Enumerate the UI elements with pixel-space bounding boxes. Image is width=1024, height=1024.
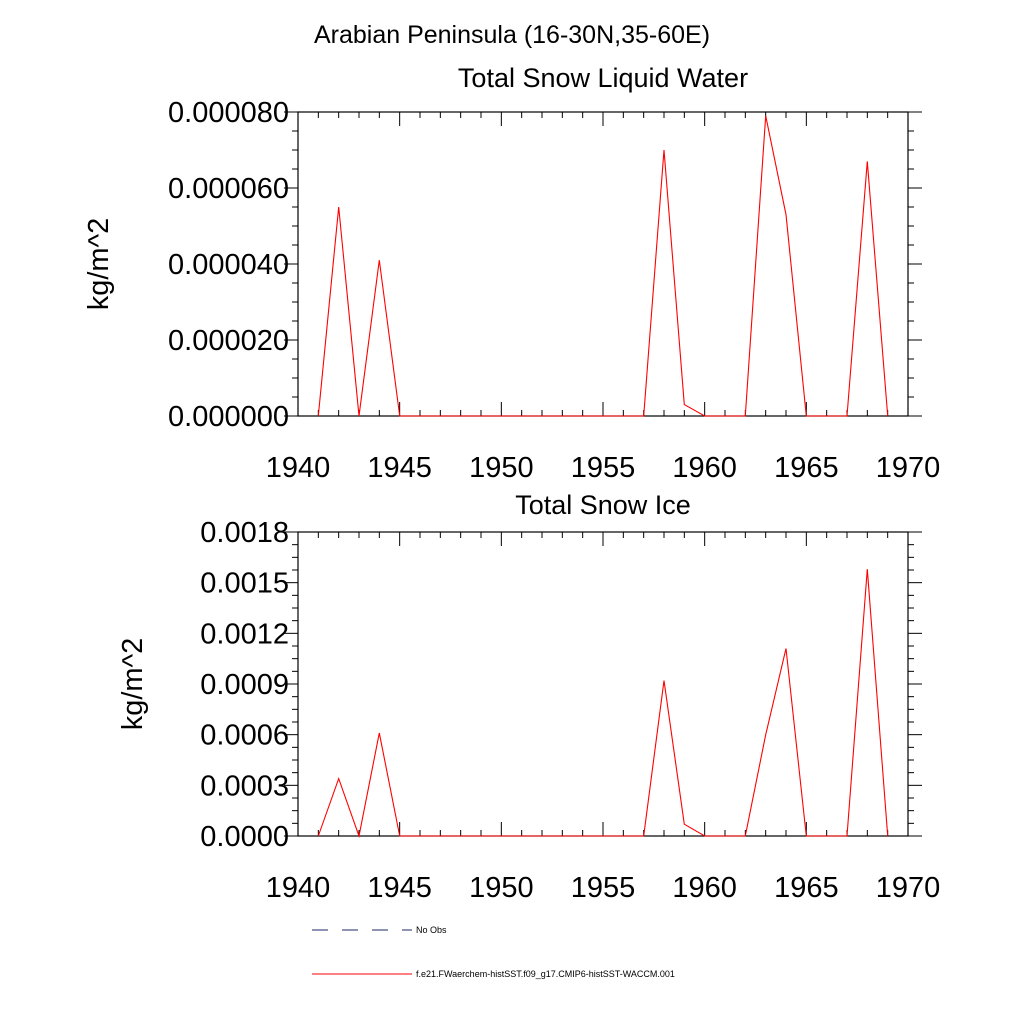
legend-label-no-obs: No Obs	[416, 925, 447, 935]
x-tick-label: 1945	[367, 872, 432, 904]
x-tick-label: 1960	[672, 872, 737, 904]
x-tick-label: 1955	[571, 452, 636, 484]
y-tick-label: 0.000020	[168, 325, 289, 357]
y-tick-label: 0.0006	[200, 720, 289, 752]
x-tick-label: 1960	[672, 452, 737, 484]
y-tick-label: 0.000080	[168, 97, 289, 129]
chart-panel-snow-ice: Total Snow Ice 1940 1945 1950 1955 1960 1965 19…	[117, 490, 940, 904]
chart-title: Total Snow Liquid Water	[458, 63, 748, 93]
legend: No Obs f.e21.FWaerchem-histSST.f09_g17.C…	[312, 925, 675, 979]
series-line	[317, 569, 889, 839]
y-tick-label: 0.0009	[200, 669, 289, 701]
y-axis-label: kg/m^2	[117, 638, 149, 731]
y-tick-label: 0.0003	[200, 770, 289, 802]
x-tick-label: 1955	[571, 872, 636, 904]
x-tick-label: 1970	[876, 452, 941, 484]
x-tick-label: 1950	[469, 872, 534, 904]
x-tick-label: 1965	[774, 872, 839, 904]
legend-item-model-run: f.e21.FWaerchem-histSST.f09_g17.CMIP6-hi…	[312, 969, 675, 979]
legend-label-model-run: f.e21.FWaerchem-histSST.f09_g17.CMIP6-hi…	[416, 969, 675, 979]
plot-frame	[297, 531, 909, 837]
x-tick-label: 1940	[266, 872, 331, 904]
y-tick-label: 0.000040	[168, 249, 289, 281]
series-line	[317, 115, 889, 417]
plot-frame	[297, 111, 909, 417]
y-axis-label: kg/m^2	[83, 218, 115, 311]
y-tick-label: 0.000000	[168, 401, 289, 433]
y-tick-label: 0.0018	[200, 517, 289, 549]
y-tick-label: 0.000060	[168, 173, 289, 205]
legend-item-no-obs: No Obs	[312, 925, 447, 935]
x-tick-label: 1945	[367, 452, 432, 484]
figure-region-title: Arabian Peninsula (16-30N,35-60E)	[314, 21, 710, 49]
chart-title: Total Snow Ice	[515, 490, 691, 520]
x-tick-label: 1940	[266, 452, 331, 484]
y-tick-label: 0.0000	[200, 821, 289, 853]
chart-panel-snow-liquid-water: Total Snow Liquid Water 1940 1945 1950 1955 1…	[83, 63, 940, 484]
y-tick-label: 0.0015	[200, 568, 289, 600]
x-tick-label: 1970	[876, 872, 941, 904]
x-tick-label: 1965	[774, 452, 839, 484]
x-tick-label: 1950	[469, 452, 534, 484]
y-tick-label: 0.0012	[200, 618, 289, 650]
